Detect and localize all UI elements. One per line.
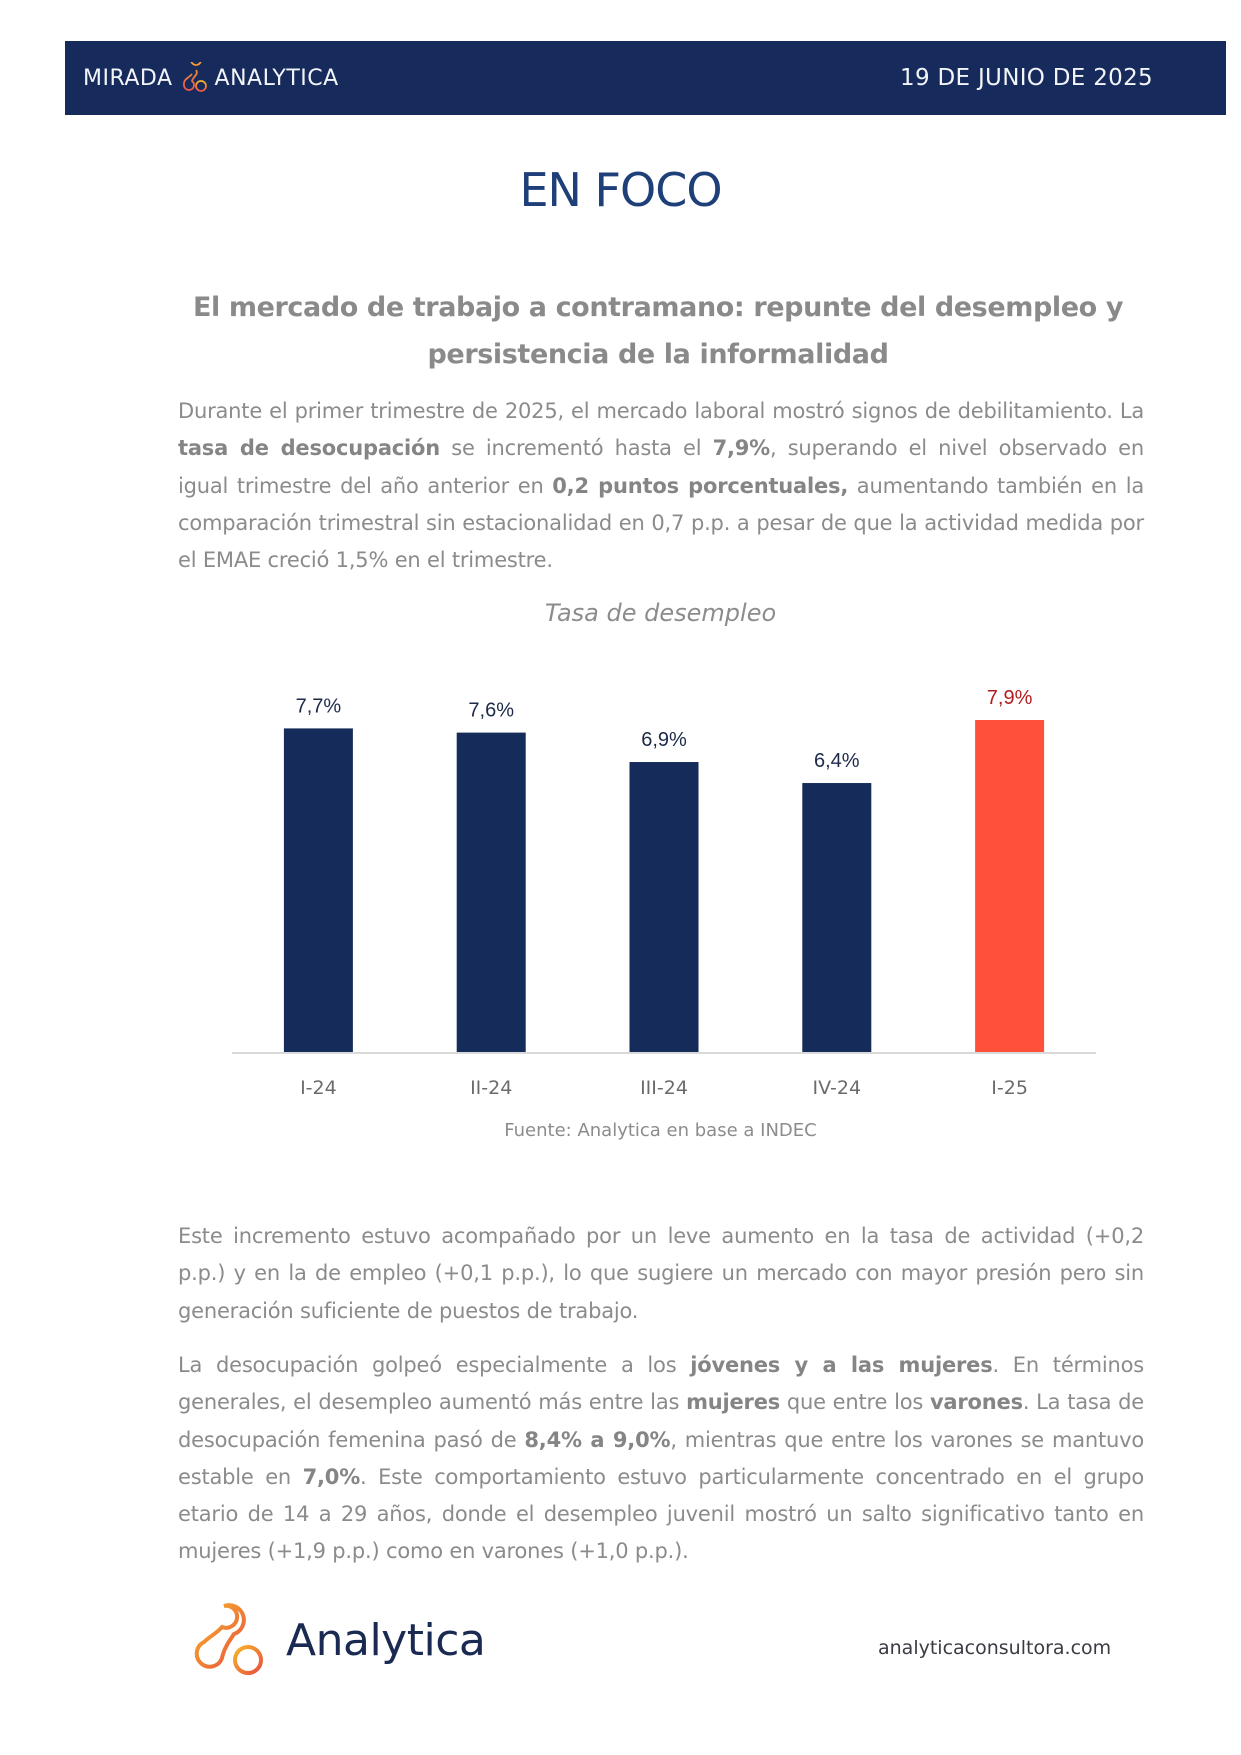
- body-text: . Este comportamiento estuvo particularm…: [178, 1464, 1144, 1564]
- emphasis-text: mujeres: [686, 1390, 781, 1415]
- body-text: aumentando también en la comparación tri…: [178, 473, 1144, 573]
- body-text: , superando el nivel observado en igual …: [178, 436, 1144, 498]
- emphasis-text: jóvenes y a las mujeres: [690, 1353, 993, 1377]
- x-tick-label: I-24: [300, 1077, 337, 1099]
- data-label: 6,4%: [814, 750, 860, 772]
- footer-brand: Analytica: [286, 1614, 486, 1666]
- bar-III-24: [629, 762, 699, 1052]
- x-tick-label: I-25: [991, 1077, 1028, 1099]
- publication-date: 19 DE JUNIO DE 2025: [900, 65, 1153, 91]
- bar-I-25: [975, 720, 1045, 1052]
- data-label: 7,9%: [987, 687, 1033, 709]
- section-title: EN FOCO: [519, 163, 722, 217]
- unemployment-bar-chart: 7,7% I-24 7,6% II-24 6,9% III-24 6,4% IV-24 7,9%…: [232, 687, 1096, 1099]
- body-text: Este incremento estuvo acompañado por un…: [178, 1224, 1144, 1323]
- footer-logo: Analytica: [186, 1600, 486, 1680]
- body-text: . La tasa de desocupación femenina pasó …: [178, 1390, 1144, 1452]
- analytica-linked-circles-icon: [194, 1603, 263, 1675]
- bar-II-24: [456, 732, 526, 1052]
- emphasis-text: 7,0%: [302, 1464, 361, 1489]
- emphasis-text: varones: [929, 1390, 1023, 1415]
- emphasis-text: tasa de desocupación: [178, 436, 441, 461]
- bar-I-24: [283, 728, 353, 1052]
- bar-IV-24: [802, 783, 872, 1052]
- body-text: , mientras que entre los varones se mant…: [178, 1427, 1144, 1489]
- data-label: 7,6%: [468, 700, 514, 722]
- publication-name: MIRADA ANALYTICA: [83, 41, 339, 115]
- paragraph-intro: Durante el primer trimestre de 2025, el …: [178, 393, 1144, 579]
- chart-title: Tasa de desempleo: [544, 599, 777, 627]
- emphasis-text: 8,4% a 9,0%: [524, 1427, 671, 1452]
- x-tick-label: IV-24: [813, 1077, 862, 1099]
- body-text: . En términos generales, el desempleo au…: [178, 1353, 1144, 1415]
- analytica-linked-circles-icon: [182, 62, 207, 92]
- publication-suffix: ANALYTICA: [214, 65, 339, 91]
- paragraph-demographics: La desocupación golpeó especialmente a l…: [178, 1347, 1144, 1571]
- paragraph-activity: Este incremento estuvo acompañado por un…: [178, 1218, 1144, 1330]
- emphasis-text: 7,9%: [712, 436, 771, 461]
- chart-source: Fuente: Analytica en base a INDEC: [504, 1120, 817, 1141]
- emphasis-text: 0,2 puntos porcentuales,: [552, 473, 849, 498]
- x-tick-label: II-24: [470, 1077, 512, 1099]
- body-text: que entre los: [780, 1390, 930, 1415]
- data-label: 6,9%: [641, 729, 687, 751]
- publication-prefix: MIRADA: [83, 65, 173, 91]
- header-bar: MIRADA ANALYTICA 19 DE JUNIO DE 2025: [65, 41, 1226, 115]
- body-text: se incrementó hasta el: [440, 436, 713, 461]
- article-title: El mercado de trabajo a contramano: repu…: [192, 292, 1124, 370]
- body-text: La desocupación golpeó especialmente a l…: [178, 1353, 691, 1377]
- body-text: Durante el primer trimestre de 2025, el …: [178, 399, 1144, 423]
- data-label: 7,7%: [296, 695, 342, 717]
- x-tick-label: III-24: [640, 1077, 688, 1099]
- footer-website-link[interactable]: analyticaconsultora.com: [878, 1637, 1112, 1659]
